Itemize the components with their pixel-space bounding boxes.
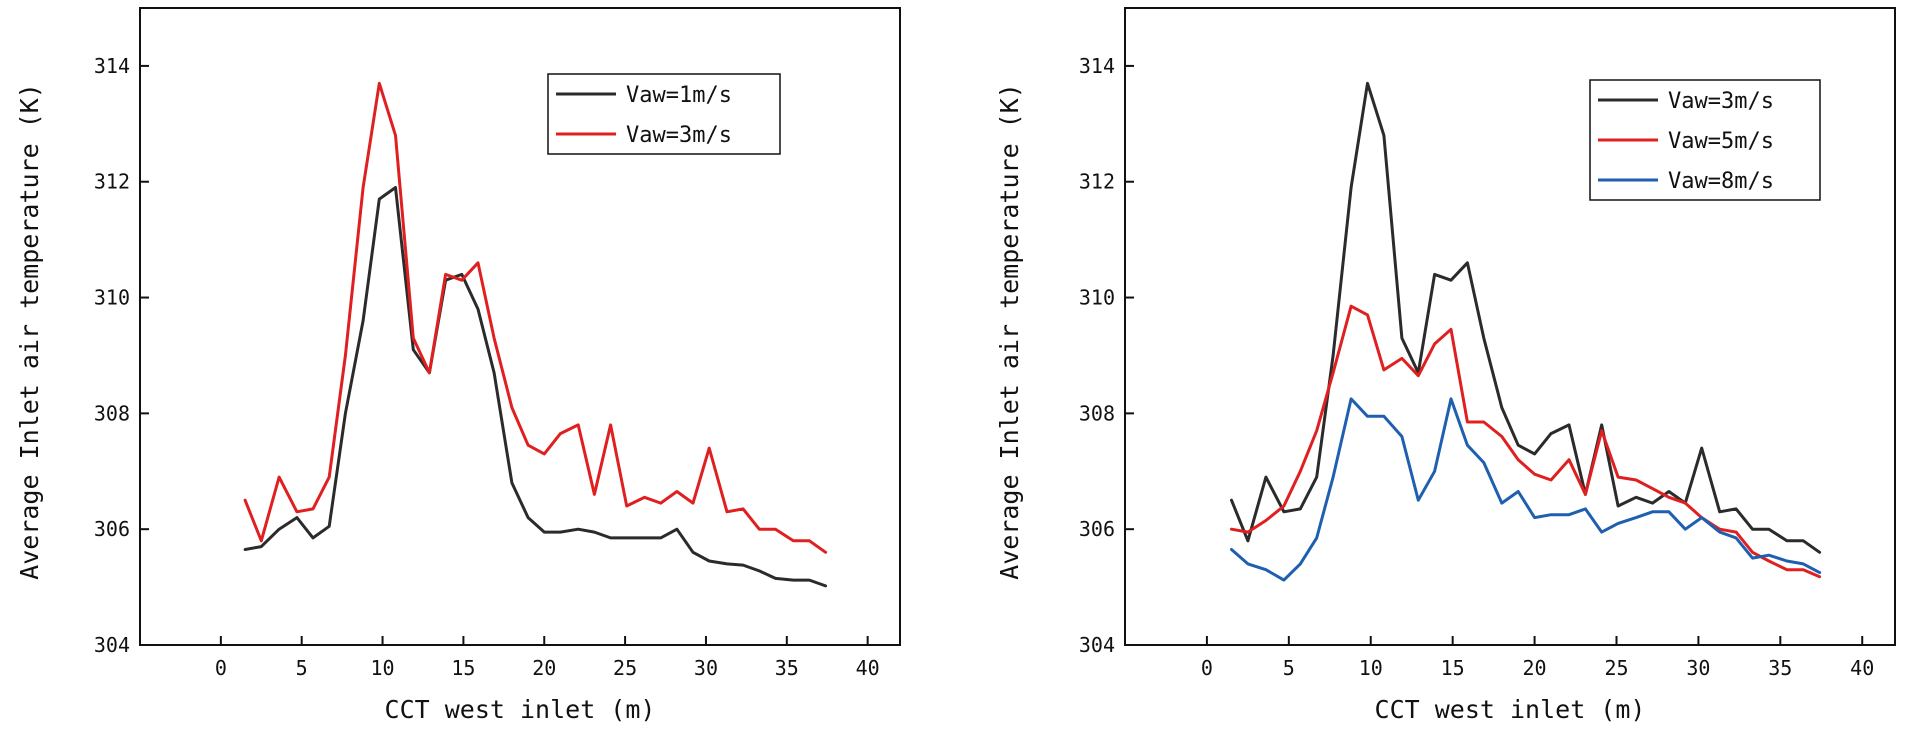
legend-label: Vaw=1m/s [626,83,732,108]
x-tick-label: 35 [775,656,799,680]
legend: Vaw=3m/s Vaw=5m/s Vaw=8m/s [1589,79,1821,201]
series-line-vaw-1m-s [243,186,828,588]
plot-frame [1124,7,1896,646]
y-axis-title: Average Inlet air temperature (K) [15,83,44,580]
series-line-vaw-3m-s [243,81,828,554]
x-tick-label: 40 [856,656,880,680]
x-axis-title: CCT west inlet (m) [385,695,656,724]
x-tick-label: 10 [371,656,395,680]
x-tick-label: 5 [296,656,308,680]
y-tick-label: 314 [1079,54,1115,78]
legend: Vaw=1m/s Vaw=3m/s [547,73,781,155]
legend-label: Vaw=5m/s [1668,129,1774,154]
legend-label: Vaw=3m/s [626,123,732,148]
y-tick-label: 304 [94,633,130,657]
x-tick-label: 30 [1686,656,1710,680]
x-tick-label: 5 [1283,656,1295,680]
x-tick-label: 25 [1604,656,1628,680]
x-tick-label: 25 [613,656,637,680]
y-tick-label: 308 [1079,401,1115,425]
legend-box [547,73,781,155]
series-line-vaw-8m-s [1230,397,1822,582]
y-tick-label: 310 [1079,286,1115,310]
x-tick-label: 20 [532,656,556,680]
y-tick-label: 306 [1079,517,1115,541]
legend-label: Vaw=8m/s [1668,169,1774,194]
y-axis-title: Average Inlet air temperature (K) [995,83,1024,580]
y-tick-label: 310 [94,286,130,310]
x-tick-label: 35 [1768,656,1792,680]
x-tick-label: 20 [1523,656,1547,680]
plot-frame [139,7,901,646]
series-line-vaw-5m-s [1230,304,1822,579]
y-tick-label: 314 [94,54,130,78]
x-tick-label: 0 [215,656,227,680]
y-tick-label: 306 [94,517,130,541]
x-tick-label: 10 [1359,656,1383,680]
series-line-vaw-3m-s [1230,81,1822,554]
y-tick-label: 304 [1079,633,1115,657]
x-tick-label: 40 [1850,656,1874,680]
x-tick-label: 15 [1441,656,1465,680]
chart-1: 0 5 10 15 20 25 30 35 40 304 306 308 310 312 314 CCT we… [15,7,901,724]
y-tick-label: 312 [94,170,130,194]
y-tick-label: 308 [94,401,130,425]
x-tick-label: 15 [451,656,475,680]
legend-label: Vaw=3m/s [1668,89,1774,114]
x-axis-title: CCT west inlet (m) [1375,695,1646,724]
y-tick-label: 312 [1079,170,1115,194]
chart-2: 0 5 10 15 20 25 30 35 40 304 306 308 310 312 314 CCT we… [995,7,1896,724]
x-tick-label: 0 [1201,656,1213,680]
x-tick-label: 30 [694,656,718,680]
